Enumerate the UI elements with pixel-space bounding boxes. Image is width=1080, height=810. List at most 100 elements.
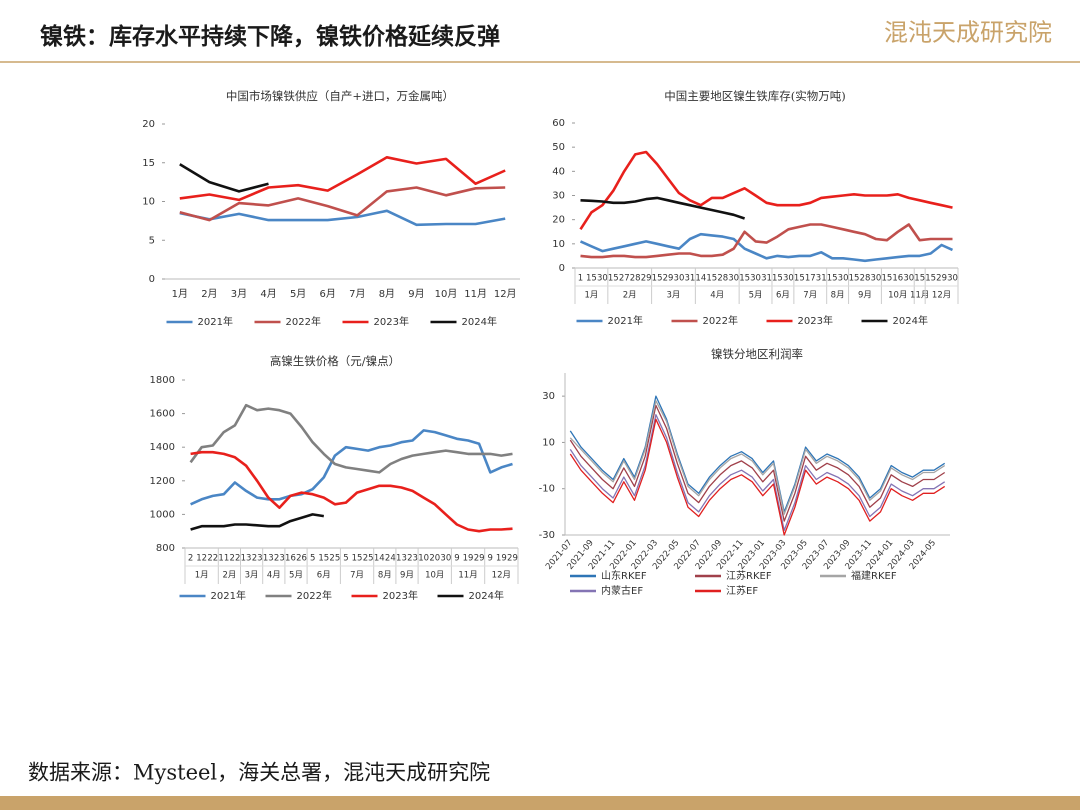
x-tick-label: 15 (586, 274, 597, 284)
y-tick-label: 60 (552, 118, 565, 129)
y-tick-label: 50 (552, 142, 565, 153)
month-label: 2月 (222, 571, 236, 581)
x-tick-label: 30 (750, 274, 761, 284)
x-tick-label: 15 (772, 274, 783, 284)
x-tick-label: 5月 (290, 288, 306, 300)
chart-title: 高镍生铁价格（元/镍点） (270, 354, 400, 368)
x-tick-label: 23 (274, 554, 285, 564)
x-tick-label: 26 (296, 554, 307, 564)
y-tick-label: 30 (552, 191, 565, 202)
x-tick-label: 30 (440, 554, 451, 564)
x-tick-label: 23 (252, 554, 263, 564)
series-line (569, 418, 946, 536)
x-tick-label: 17 (805, 274, 816, 284)
legend-label: 2021年 (608, 314, 643, 327)
x-tick-label: 2月 (201, 288, 217, 300)
month-label: 6月 (776, 291, 790, 301)
footer-bar (0, 796, 1080, 810)
x-tick-label: 15 (652, 274, 663, 284)
x-tick-label: 28 (860, 274, 871, 284)
y-tick-label: -10 (539, 484, 555, 495)
month-label: 8月 (378, 571, 392, 581)
x-tick-label: 28 (717, 274, 728, 284)
x-tick-label: 9月 (408, 288, 424, 300)
x-tick-label: 15 (318, 554, 329, 564)
x-tick-label: 15 (706, 274, 717, 284)
x-tick-label: 30 (903, 274, 914, 284)
y-tick-label: 10 (142, 197, 155, 208)
x-tick-label: 9 (454, 554, 459, 564)
logo: 混沌天成研究院 (884, 19, 1052, 47)
month-label: 10月 (425, 571, 444, 581)
x-tick-label: 3月 (231, 288, 247, 300)
x-tick-label: 12 (196, 554, 207, 564)
series-line (569, 404, 946, 522)
x-tick-label: 29 (507, 554, 518, 564)
x-tick-label: 15 (352, 554, 363, 564)
x-tick-label: 30 (597, 274, 608, 284)
series-line (569, 414, 946, 532)
series-line (189, 403, 513, 474)
month-label: 4月 (267, 571, 281, 581)
y-tick-label: 30 (542, 391, 555, 402)
month-label: 11月 (458, 571, 477, 581)
y-tick-label: 5 (149, 235, 155, 246)
x-tick-label: 22 (230, 554, 241, 564)
legend-label: 2022年 (703, 314, 738, 327)
x-tick-label: 30 (871, 274, 882, 284)
x-tick-label: 19 (463, 554, 474, 564)
x-tick-label: 11月 (464, 288, 487, 300)
x-tick-label: 30 (838, 274, 849, 284)
series-line (579, 232, 954, 263)
x-tick-label: 15 (739, 274, 750, 284)
y-tick-label: 800 (156, 543, 175, 554)
x-tick-label: 15 (827, 274, 838, 284)
x-tick-label: 16 (892, 274, 903, 284)
y-tick-label: 10 (552, 239, 565, 250)
series-line (569, 395, 946, 513)
series-line (179, 209, 506, 227)
source-note: 数据来源：Mysteel，海关总署，混沌天成研究院 (28, 761, 490, 785)
month-label: 9月 (400, 571, 414, 581)
x-tick-label: 12月 (494, 288, 517, 300)
x-tick-label: 7月 (349, 288, 365, 300)
x-tick-label: 20 (429, 554, 440, 564)
series-line (179, 186, 506, 222)
series-line (190, 450, 513, 533)
x-tick-label: 15 (925, 274, 936, 284)
month-label: 7月 (350, 571, 364, 581)
series-line (190, 429, 513, 506)
chart-title: 中国市场镍铁供应（自产+进口，万金属吨） (226, 89, 454, 103)
x-tick-label: 29 (641, 274, 652, 284)
legend-label: 江苏EF (726, 584, 758, 597)
month-label: 8月 (831, 291, 845, 301)
x-tick-label: 6月 (320, 288, 336, 300)
x-tick-label: 13 (263, 554, 274, 564)
legend-label: 山东RKEF (601, 569, 647, 582)
x-tick-label: 14 (374, 554, 385, 564)
month-label: 12月 (492, 571, 511, 581)
x-tick-label: 16 (285, 554, 296, 564)
y-tick-label: -30 (539, 530, 555, 541)
chart-title: 镍铁分地区利润率 (711, 347, 803, 361)
x-tick-label: 10月 (435, 288, 458, 300)
x-tick-label: 27 (619, 274, 630, 284)
x-tick-label: 31 (684, 274, 695, 284)
legend-label: 2022年 (286, 315, 321, 328)
month-label: 11月 (910, 291, 929, 301)
x-tick-label: 19 (496, 554, 507, 564)
y-tick-label: 0 (559, 263, 565, 274)
x-tick-label: 24 (385, 554, 396, 564)
x-tick-label: 13 (241, 554, 252, 564)
month-label: 3月 (667, 291, 681, 301)
y-tick-label: 15 (142, 158, 155, 169)
x-tick-label: 29 (663, 274, 674, 284)
x-tick-label: 15 (849, 274, 860, 284)
month-label: 1月 (584, 291, 598, 301)
x-tick-label: 5 (310, 554, 315, 564)
x-tick-label: 25 (363, 554, 374, 564)
month-label: 5月 (289, 571, 303, 581)
x-tick-label: 15 (881, 274, 892, 284)
series-line (580, 196, 746, 220)
y-tick-label: 1400 (150, 442, 175, 453)
